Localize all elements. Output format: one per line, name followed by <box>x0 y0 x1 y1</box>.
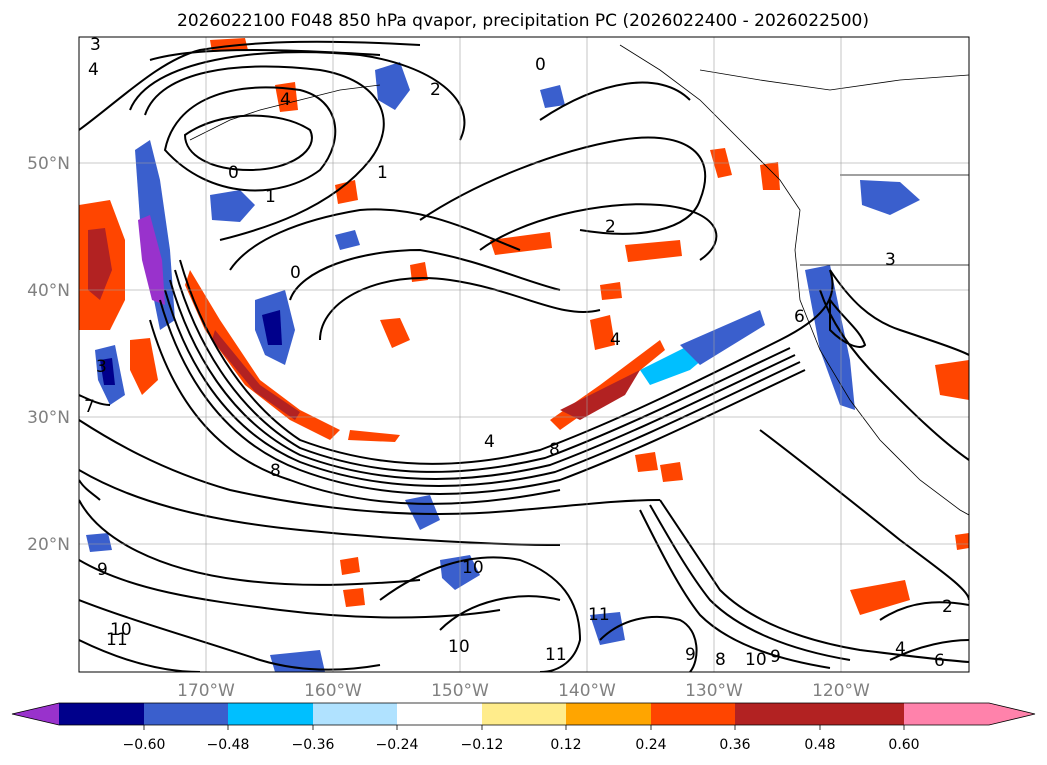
contour-label: 2 <box>942 597 953 617</box>
colorbar-tick-label: 0.36 <box>719 737 750 753</box>
contour-label: 11 <box>545 645 567 665</box>
contour-label: 4 <box>88 60 99 80</box>
colorbar-tick-label: 0.60 <box>888 737 919 753</box>
contour-label: 9 <box>97 560 108 580</box>
lat-label: 20°N <box>27 535 70 555</box>
colorbar-tick-label: −0.12 <box>461 737 504 753</box>
graticule <box>79 37 969 672</box>
colorbar-segment <box>228 703 313 725</box>
contour-label: 10 <box>448 637 470 657</box>
colorbar-tick-label: 0.12 <box>550 737 581 753</box>
precip-positive-areas <box>79 38 969 615</box>
contour-label: 8 <box>715 650 726 670</box>
lon-label: 120°W <box>812 681 870 701</box>
colorbar-segment <box>482 703 566 725</box>
lat-label: 30°N <box>27 408 70 428</box>
contour-label: 3 <box>90 35 101 55</box>
contour-label: 8 <box>270 461 281 481</box>
lat-label: 50°N <box>27 154 70 174</box>
contour-label: 10 <box>745 650 767 670</box>
contour-label: 4 <box>610 330 621 350</box>
colorbar-segment <box>820 703 904 725</box>
contour-label: 6 <box>794 307 805 327</box>
lon-label: 150°W <box>431 681 489 701</box>
qvapor-contours <box>79 40 969 672</box>
longitude-labels: 170°W 160°W 150°W 140°W 130°W 120°W <box>177 681 870 701</box>
colorbar: −0.60 −0.48 −0.36 −0.24 −0.12 0.12 0.24 … <box>11 702 1036 753</box>
coastlines <box>189 44 969 516</box>
colorbar-under-arrow <box>12 703 59 725</box>
lon-label: 160°W <box>304 681 362 701</box>
contour-label: 0 <box>228 163 239 183</box>
contour-label: 4 <box>895 639 906 659</box>
contour-label: 0 <box>290 263 301 283</box>
precip-negative-areas <box>86 62 920 672</box>
contour-label: 11 <box>106 630 128 650</box>
contour-label: 4 <box>484 432 495 452</box>
lat-label: 40°N <box>27 281 70 301</box>
latitude-labels: 50°N 40°N 30°N 20°N <box>27 154 70 555</box>
map-frame <box>78 36 970 673</box>
contour-label: 2 <box>430 80 441 100</box>
contour-label: 1 <box>265 187 276 207</box>
colorbar-segment <box>651 703 735 725</box>
contour-label: 11 <box>588 605 610 625</box>
colorbar-tick-label: −0.36 <box>292 737 335 753</box>
colorbar-tick-label: 0.48 <box>804 737 835 753</box>
colorbar-segment <box>313 703 397 725</box>
colorbar-tick-label: −0.60 <box>123 737 166 753</box>
colorbar-segment <box>59 703 144 725</box>
contour-label: 3 <box>96 357 107 377</box>
map-panel: 3 4 2 0 1 0 0 2 4 3 1 6 4 8 8 7 9 10 11 … <box>27 35 970 701</box>
contour-label: 7 <box>84 397 95 417</box>
lon-label: 170°W <box>177 681 235 701</box>
lon-label: 130°W <box>685 681 743 701</box>
contour-label: 10 <box>462 558 484 578</box>
contour-label: 6 <box>934 651 945 671</box>
contour-label: 2 <box>605 217 616 237</box>
contour-label: 1 <box>377 163 388 183</box>
colorbar-outline <box>11 702 1036 726</box>
map-title: 2026022100 F048 850 hPa qvapor, precipit… <box>177 11 869 31</box>
colorbar-segment <box>566 703 651 725</box>
contour-label: 0 <box>535 55 546 75</box>
lon-label: 140°W <box>558 681 616 701</box>
colorbar-segment <box>144 703 228 725</box>
colorbar-tick-label: −0.24 <box>376 737 419 753</box>
colorbar-tick-label: 0.24 <box>635 737 666 753</box>
contour-label: 9 <box>685 645 696 665</box>
contour-label: 9 <box>770 647 781 667</box>
colorbar-tick-label: −0.48 <box>207 737 250 753</box>
contour-label: 4 <box>280 90 291 110</box>
colorbar-segment <box>735 703 820 725</box>
contour-label: 10 <box>110 620 132 640</box>
colorbar-segment <box>397 703 482 725</box>
contour-label: 8 <box>549 440 560 460</box>
contour-label: 3 <box>885 250 896 270</box>
contour-labels: 3 4 2 0 1 0 0 2 4 3 1 6 4 8 8 7 9 10 11 … <box>84 35 953 671</box>
